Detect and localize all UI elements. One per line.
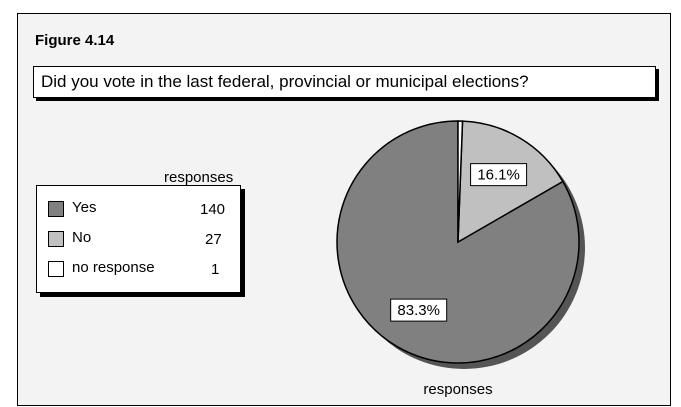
legend-label-no-response: no response	[72, 259, 155, 276]
legend: Yes 140 No 27 no response 1	[36, 185, 241, 293]
pie-label-box	[390, 298, 448, 322]
question-box: Did you vote in the last federal, provin…	[33, 66, 656, 98]
pie-label-text: 83.3%	[397, 302, 440, 319]
legend-item-no: No 27	[48, 229, 238, 249]
pie-axis-label: responses	[423, 381, 492, 398]
legend-label-yes: Yes	[72, 199, 97, 216]
legend-label-no: No	[72, 229, 92, 246]
legend-value-no-response: 1	[211, 261, 220, 278]
legend-swatch-yes	[48, 201, 64, 217]
pie-label-yes: 83.3%	[390, 298, 448, 322]
legend-item-yes: Yes 140	[48, 199, 238, 219]
figure-label: Figure 4.14	[35, 32, 115, 49]
pie-slice-no-response	[457, 120, 464, 243]
legend-swatch-no	[48, 231, 64, 247]
legend-heading: responses	[164, 169, 234, 186]
legend-item-no-response: no response 1	[48, 259, 238, 279]
pie-label-text: 16.1%	[477, 167, 520, 184]
legend-value-no: 27	[205, 231, 222, 248]
legend-value-yes: 140	[200, 201, 226, 218]
legend-swatch-no-response	[48, 261, 64, 277]
pie-label-no: 16.1%	[470, 163, 528, 187]
pie-label-box	[470, 163, 528, 187]
